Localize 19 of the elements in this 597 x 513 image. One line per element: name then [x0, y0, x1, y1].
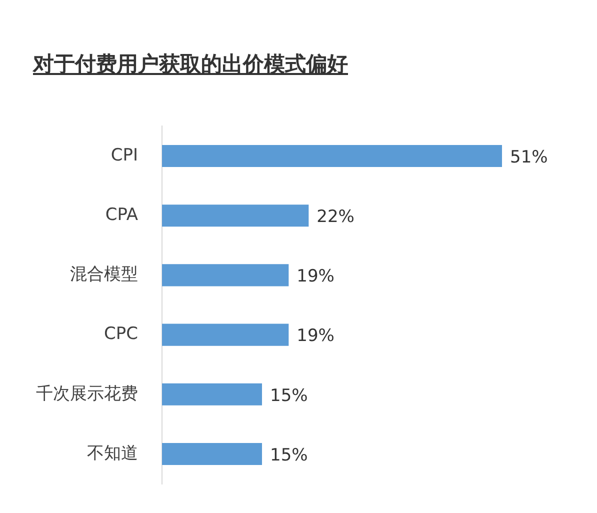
bar	[162, 264, 289, 286]
y-tick-label: CPC	[104, 324, 138, 344]
bar	[162, 442, 262, 466]
y-tick-label: CPI	[110, 145, 138, 166]
bar	[162, 204, 309, 227]
bar	[162, 144, 502, 168]
chart-title: 对于付费用户获取的出价模式偏好	[33, 51, 348, 78]
y-tick-label: CPA	[105, 205, 138, 226]
data-label: 19%	[296, 266, 334, 287]
y-tick-label: 不知道	[87, 443, 138, 464]
y-tick-label: 千次展示花费	[36, 384, 138, 404]
data-label: 15%	[270, 386, 308, 406]
data-label: 15%	[270, 445, 308, 466]
data-label: 19%	[296, 326, 334, 346]
data-label: 51%	[510, 147, 548, 168]
bar	[162, 324, 289, 346]
data-label: 22%	[316, 207, 354, 228]
y-tick-label: 混合模型	[70, 264, 138, 285]
bar	[162, 383, 262, 406]
